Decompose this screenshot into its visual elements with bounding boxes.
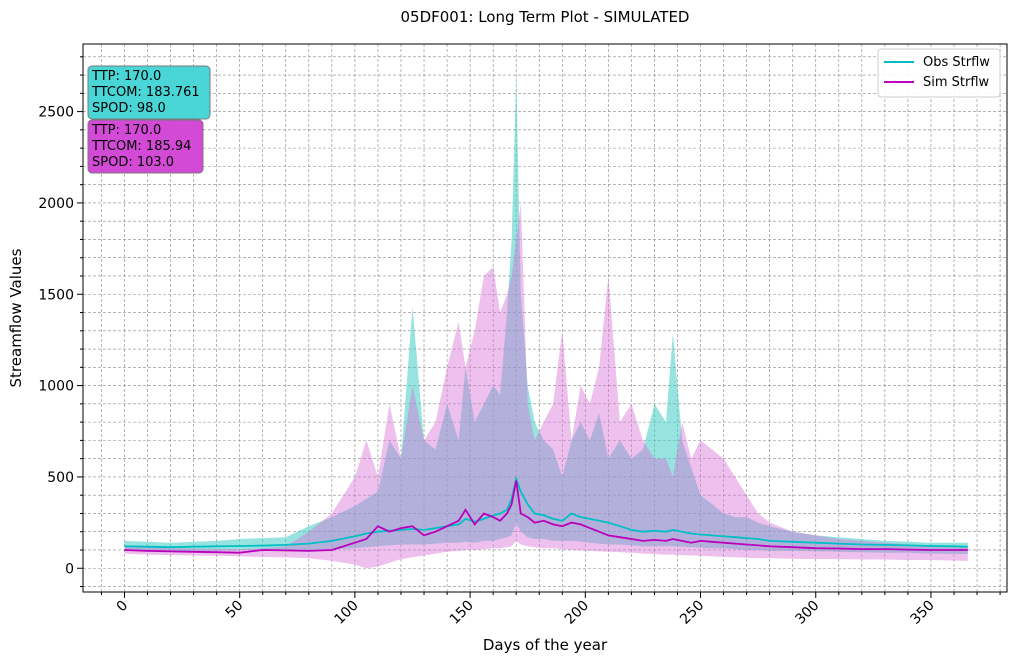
range-bands (124, 75, 968, 569)
annotation-box-sim (87, 119, 204, 174)
sim-mean-line (124, 480, 968, 554)
x-tick-label: 300 (792, 598, 822, 628)
x-tick-label: 150 (447, 598, 477, 628)
obs-mean-line (124, 475, 968, 549)
obs-range-band (124, 75, 968, 554)
y-tick-label: 1500 (38, 287, 74, 303)
x-tick-label: 350 (908, 598, 938, 628)
annotation-line: TTCOM: 185.94 (91, 139, 191, 154)
y-axis-title: Streamflow Values (7, 248, 25, 387)
x-axis-title: Days of the year (483, 636, 608, 654)
x-tick-labels: 0 50 100 150 200 250 300 350 (114, 598, 938, 628)
series-lines (124, 475, 968, 554)
annotation-line: SPOD: 103.0 (92, 155, 174, 170)
plot-frame (82, 43, 1008, 593)
annotation-line: TTCOM: 183.761 (91, 85, 200, 100)
sim-range-band (124, 202, 968, 569)
x-tick-label: 200 (562, 598, 592, 628)
legend-obs-label: Obs Strflw (923, 55, 990, 70)
annotation-line: TTP: 170.0 (91, 123, 161, 138)
y-tick-label: 0 (65, 561, 74, 577)
legend-sim-label: Sim Strflw (923, 75, 990, 90)
annotation-line: SPOD: 98.0 (92, 101, 166, 116)
y-tick-label: 1000 (38, 379, 74, 395)
x-tick-label: 250 (677, 598, 707, 628)
chart-title: 05DF001: Long Term Plot - SIMULATED (401, 8, 690, 26)
y-tick-label: 500 (47, 470, 74, 486)
annotation-box-obs (87, 65, 211, 120)
x-tick-label: 0 (114, 598, 132, 616)
x-tick-label: 100 (332, 598, 362, 628)
axis-ticks (77, 56, 1001, 598)
y-tick-label: 2500 (38, 105, 74, 121)
legend: Obs Strflw Sim Strflw (877, 48, 1001, 98)
x-tick-label: 50 (223, 598, 247, 622)
annotation-line: TTP: 170.0 (91, 69, 161, 84)
y-tick-label: 2000 (38, 196, 74, 212)
y-tick-labels: 0 500 1000 1500 2000 2500 (38, 105, 74, 578)
